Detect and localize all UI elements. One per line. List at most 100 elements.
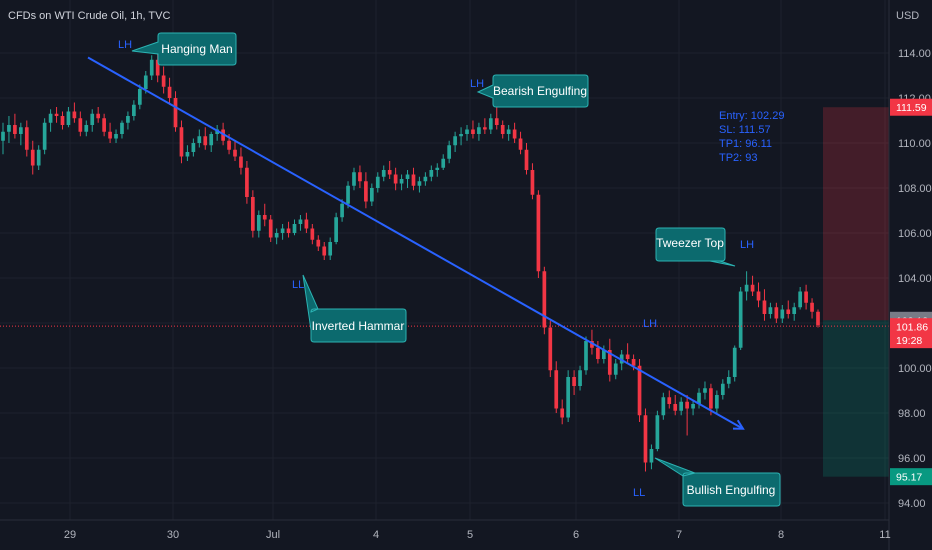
candle-body	[762, 300, 767, 314]
candle-body	[750, 284, 755, 292]
candle-body	[685, 401, 689, 409]
candle-body	[13, 125, 17, 134]
candle-body	[524, 149, 529, 170]
price-tag-text: 95.17	[896, 472, 922, 484]
x-tick-label: 29	[64, 529, 76, 541]
candle-body	[328, 242, 333, 256]
x-tick-label: 4	[373, 529, 379, 541]
x-tick-label: 8	[778, 529, 784, 541]
candle-body	[251, 197, 255, 231]
sl-text: SL: 111.57	[719, 124, 771, 136]
lh-marker: LH	[470, 78, 484, 90]
ll-marker: LL	[633, 487, 645, 499]
candle-body	[411, 174, 416, 186]
candle-body	[399, 179, 404, 184]
candle-body	[239, 156, 243, 168]
candle-body	[304, 219, 309, 229]
y-tick-label: 100.00	[898, 363, 932, 375]
candle-body	[298, 219, 303, 224]
take-profit-zone	[823, 320, 889, 477]
candle-body	[369, 188, 374, 202]
candle-body	[732, 347, 737, 377]
candle-body	[96, 113, 101, 119]
tp1-text: TP1: 96.11	[719, 138, 772, 150]
candle-body	[810, 302, 814, 312]
candle-body	[310, 228, 315, 240]
candle-body	[137, 89, 142, 105]
y-tick-label: 108.00	[898, 183, 932, 195]
candle-body	[506, 129, 511, 134]
candle-body	[42, 122, 47, 150]
candle-body	[322, 246, 327, 256]
candle-body	[709, 388, 713, 409]
candle-body	[792, 307, 797, 314]
candle-body	[375, 176, 380, 188]
candle-body	[48, 113, 53, 123]
x-tick-label: 5	[467, 529, 473, 541]
candle-body	[72, 111, 77, 119]
candle-body	[429, 170, 434, 177]
candle-body	[381, 170, 386, 177]
chart-title: CFDs on WTI Crude Oil, 1h, TVC	[8, 10, 170, 22]
position-tool[interactable]	[823, 107, 889, 477]
candle-body	[262, 215, 267, 220]
candle-body	[233, 149, 237, 157]
candle-body	[405, 174, 410, 179]
entry-text: Entry: 102.29	[719, 110, 784, 122]
candle-body	[203, 136, 208, 146]
candle-body	[316, 239, 321, 247]
candle-body	[643, 415, 648, 463]
candle-body	[697, 392, 701, 404]
candle-body	[24, 127, 29, 150]
candle-body	[756, 291, 761, 301]
candle-body	[530, 170, 535, 195]
y-tick-label: 110.00	[898, 138, 931, 150]
candle-body	[108, 131, 112, 139]
candle-body	[66, 111, 71, 125]
callout-tweezer-top[interactable]: Tweezer Top	[655, 227, 736, 267]
candle-body	[631, 359, 636, 366]
candle-body	[352, 172, 356, 186]
candle-body	[816, 311, 820, 326]
candle-body	[768, 307, 773, 314]
price-tag-text: 111.59	[896, 102, 927, 114]
candle-body	[60, 116, 65, 125]
callout-bearish-engulfing[interactable]: Bearish Engulfing	[476, 74, 589, 108]
candle-body	[280, 228, 285, 233]
candle-body	[572, 377, 576, 386]
candle-body	[726, 377, 731, 384]
candle-body	[548, 327, 553, 371]
lh-marker: LH	[740, 239, 754, 251]
candle-body	[161, 75, 166, 87]
y-tick-label: 104.00	[898, 273, 932, 285]
y-tick-label: 114.00	[898, 48, 931, 60]
stop-loss-zone	[823, 107, 889, 321]
candle-body	[387, 170, 392, 175]
x-tick-label: 7	[676, 529, 682, 541]
candle-body	[292, 224, 297, 233]
callout-label: Inverted Hammar	[312, 319, 405, 333]
callout-bullish-engulfing[interactable]: Bullish Engulfing	[654, 457, 781, 507]
candle-body	[417, 181, 422, 186]
candle-body	[7, 125, 11, 132]
callout-hanging-man[interactable]: Hanging Man	[131, 32, 237, 66]
candle-body	[607, 350, 612, 375]
candle-body	[601, 350, 606, 359]
candle-body	[191, 143, 196, 152]
candle-body	[649, 449, 654, 463]
candle-body	[774, 307, 779, 319]
x-tick-label: Jul	[266, 529, 280, 541]
candle-body	[447, 145, 452, 159]
candle-body	[143, 75, 148, 89]
x-tick-label: 11	[879, 529, 890, 541]
candle-body	[488, 118, 493, 130]
callout-inverted-hammar[interactable]: Inverted Hammar	[302, 274, 407, 343]
tp2-text: TP2: 93	[719, 152, 758, 164]
candle-body	[613, 363, 618, 375]
candle-body	[245, 167, 249, 197]
candle-body	[358, 172, 362, 182]
candle-body	[554, 370, 559, 409]
candle-body	[512, 129, 517, 139]
candle-body	[566, 377, 570, 418]
